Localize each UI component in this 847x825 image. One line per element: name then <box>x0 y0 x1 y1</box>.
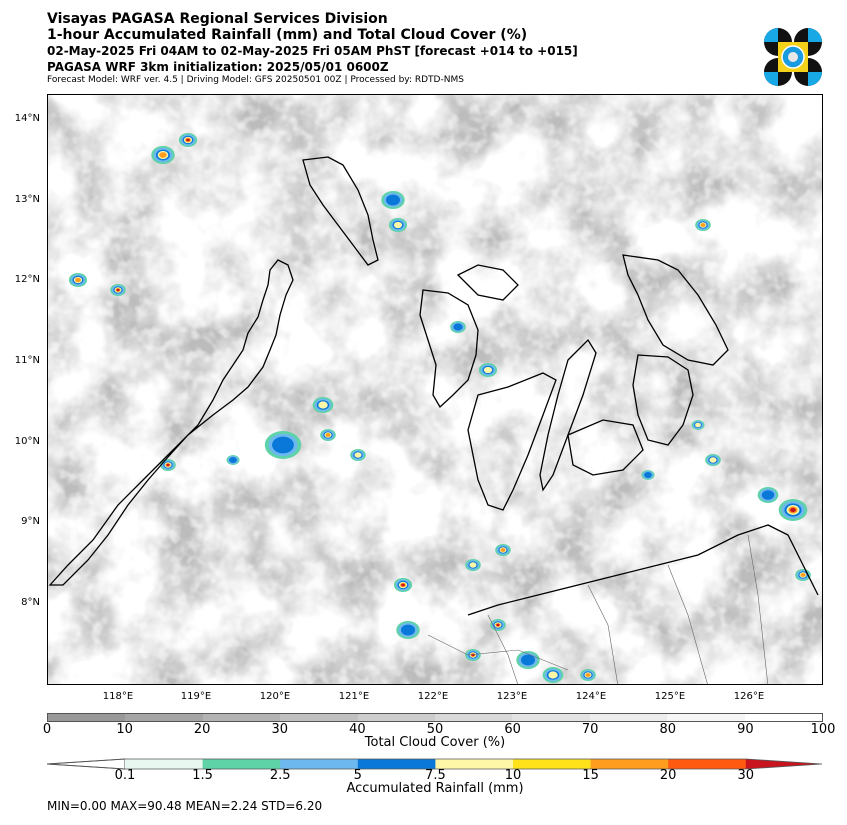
lat-label: 14°N <box>14 113 40 124</box>
lat-label: 13°N <box>14 194 40 205</box>
lon-label: 124°E <box>575 691 607 702</box>
cloud-cover-tick: 70 <box>581 722 599 737</box>
rainfall-title: Accumulated Rainfall (mm) <box>346 781 524 796</box>
lon-label: 120°E <box>259 691 291 702</box>
rain-cell <box>318 401 328 409</box>
rainfall-tick: 30 <box>737 768 755 783</box>
cloud-cover-tick: 90 <box>737 722 754 737</box>
lat-label: 8°N <box>21 597 40 608</box>
cloud-cover-tick: 0 <box>42 722 52 737</box>
cloud-cover-title: Total Cloud Cover (%) <box>364 735 506 750</box>
cloud-cover-tick: 100 <box>810 722 836 737</box>
rain-cell <box>186 138 190 142</box>
lat-label: 10°N <box>14 436 40 447</box>
lat-label: 12°N <box>14 274 40 285</box>
rainfall-swatch <box>280 759 359 769</box>
lat-label: 9°N <box>21 516 40 527</box>
rain-cell <box>401 583 405 587</box>
title-line-1: Visayas PAGASA Regional Services Divisio… <box>47 11 388 27</box>
rain-cell <box>790 507 796 513</box>
rainfall-tick: 5 <box>353 768 362 783</box>
rainfall-tick: 7.5 <box>425 768 446 783</box>
rainfall-swatch <box>202 759 281 769</box>
rainfall-swatch <box>357 759 436 769</box>
lon-label: 125°E <box>654 691 686 702</box>
lon-label: 118°E <box>102 691 134 702</box>
cloud-cover-swatch <box>48 714 126 721</box>
cloud-cover-swatch <box>667 714 745 721</box>
pagasa-logo <box>764 28 822 86</box>
rain-cell <box>354 452 362 458</box>
rain-cell <box>644 472 652 478</box>
title-line-2: 1-hour Accumulated Rainfall (mm) and Tot… <box>47 27 528 43</box>
rain-cell <box>500 548 506 552</box>
coastlines <box>48 156 819 616</box>
rainfall-swatch <box>435 759 514 769</box>
rainfall-tick: 15 <box>582 768 599 783</box>
rain-cell <box>229 457 237 463</box>
rainfall-swatch <box>668 759 747 769</box>
rain-cell <box>520 654 536 666</box>
model-info: Forecast Model: WRF ver. 4.5 | Driving M… <box>47 75 464 85</box>
rain-cell <box>585 673 591 677</box>
cloud-cover-tick: 80 <box>659 722 677 737</box>
rainfall-tick: 10 <box>504 768 522 783</box>
cloud-cover-swatch <box>202 714 281 721</box>
cloud-cover-swatch <box>435 714 513 721</box>
cloud-cover-colorbar <box>47 713 823 722</box>
rain-cell <box>496 623 500 627</box>
rain-cell <box>761 490 775 500</box>
rain-cell <box>159 152 167 158</box>
rain-cell <box>709 457 717 463</box>
rainfall-tick: 20 <box>659 768 677 783</box>
lat-label: 11°N <box>14 355 40 366</box>
lon-label: 123°E <box>496 691 528 702</box>
rain-cell <box>548 671 558 679</box>
rain-cell <box>483 366 493 374</box>
rainfall-swatch <box>125 759 204 769</box>
rain-cell <box>325 433 331 437</box>
rain-cell <box>166 463 170 467</box>
cloud-cover-swatch <box>125 714 203 721</box>
rain-cell <box>393 221 403 229</box>
rain-cell <box>800 573 806 577</box>
initialization-time: PAGASA WRF 3km initialization: 2025/05/0… <box>47 60 389 74</box>
rain-cell <box>116 288 120 292</box>
rainfall-colorbar <box>47 758 823 770</box>
cloud-cover-tick: 40 <box>349 722 366 737</box>
weather-map <box>47 94 823 685</box>
cloud-cover-tick: 60 <box>504 722 521 737</box>
rain-cell <box>700 223 706 227</box>
rain-cell <box>469 562 477 568</box>
cloud-cover-tick: 20 <box>193 722 211 737</box>
lon-label: 126°E <box>733 691 765 702</box>
lon-label: 119°E <box>180 691 212 702</box>
cloud-cover-swatch <box>512 714 590 721</box>
cloud-cover-swatch <box>589 714 668 721</box>
cloud-cover-swatch <box>357 714 436 721</box>
rain-cell <box>272 436 294 454</box>
cloud-cover-swatch <box>280 714 358 721</box>
rainfall-tick: 2.5 <box>269 768 291 783</box>
rain-cell <box>385 194 401 206</box>
cloud-cover-tick: 10 <box>116 722 133 737</box>
forecast-period: 02-May-2025 Fri 04AM to 02-May-2025 Fri … <box>47 44 578 58</box>
lon-label: 122°E <box>417 691 449 702</box>
rain-cell <box>453 323 463 331</box>
cloud-cover-swatch <box>744 714 823 721</box>
province-borders <box>427 534 769 684</box>
rain-cell <box>695 422 701 428</box>
rain-cell <box>400 624 416 636</box>
rain-cell <box>75 277 81 283</box>
rainfall-swatch <box>590 759 669 769</box>
lon-label: 121°E <box>338 691 370 702</box>
cloud-cover-tick: 30 <box>271 722 289 737</box>
rainfall-cells <box>68 133 811 683</box>
rainfall-tick: 1.5 <box>192 768 213 783</box>
rainfall-swatch-over <box>745 759 822 769</box>
statistics: MIN=0.00 MAX=90.48 MEAN=2.24 STD=6.20 <box>47 799 323 813</box>
rainfall-tick: 0.1 <box>114 768 136 783</box>
rainfall-swatch <box>513 759 592 769</box>
cloud-cover-tick: 50 <box>426 722 444 737</box>
